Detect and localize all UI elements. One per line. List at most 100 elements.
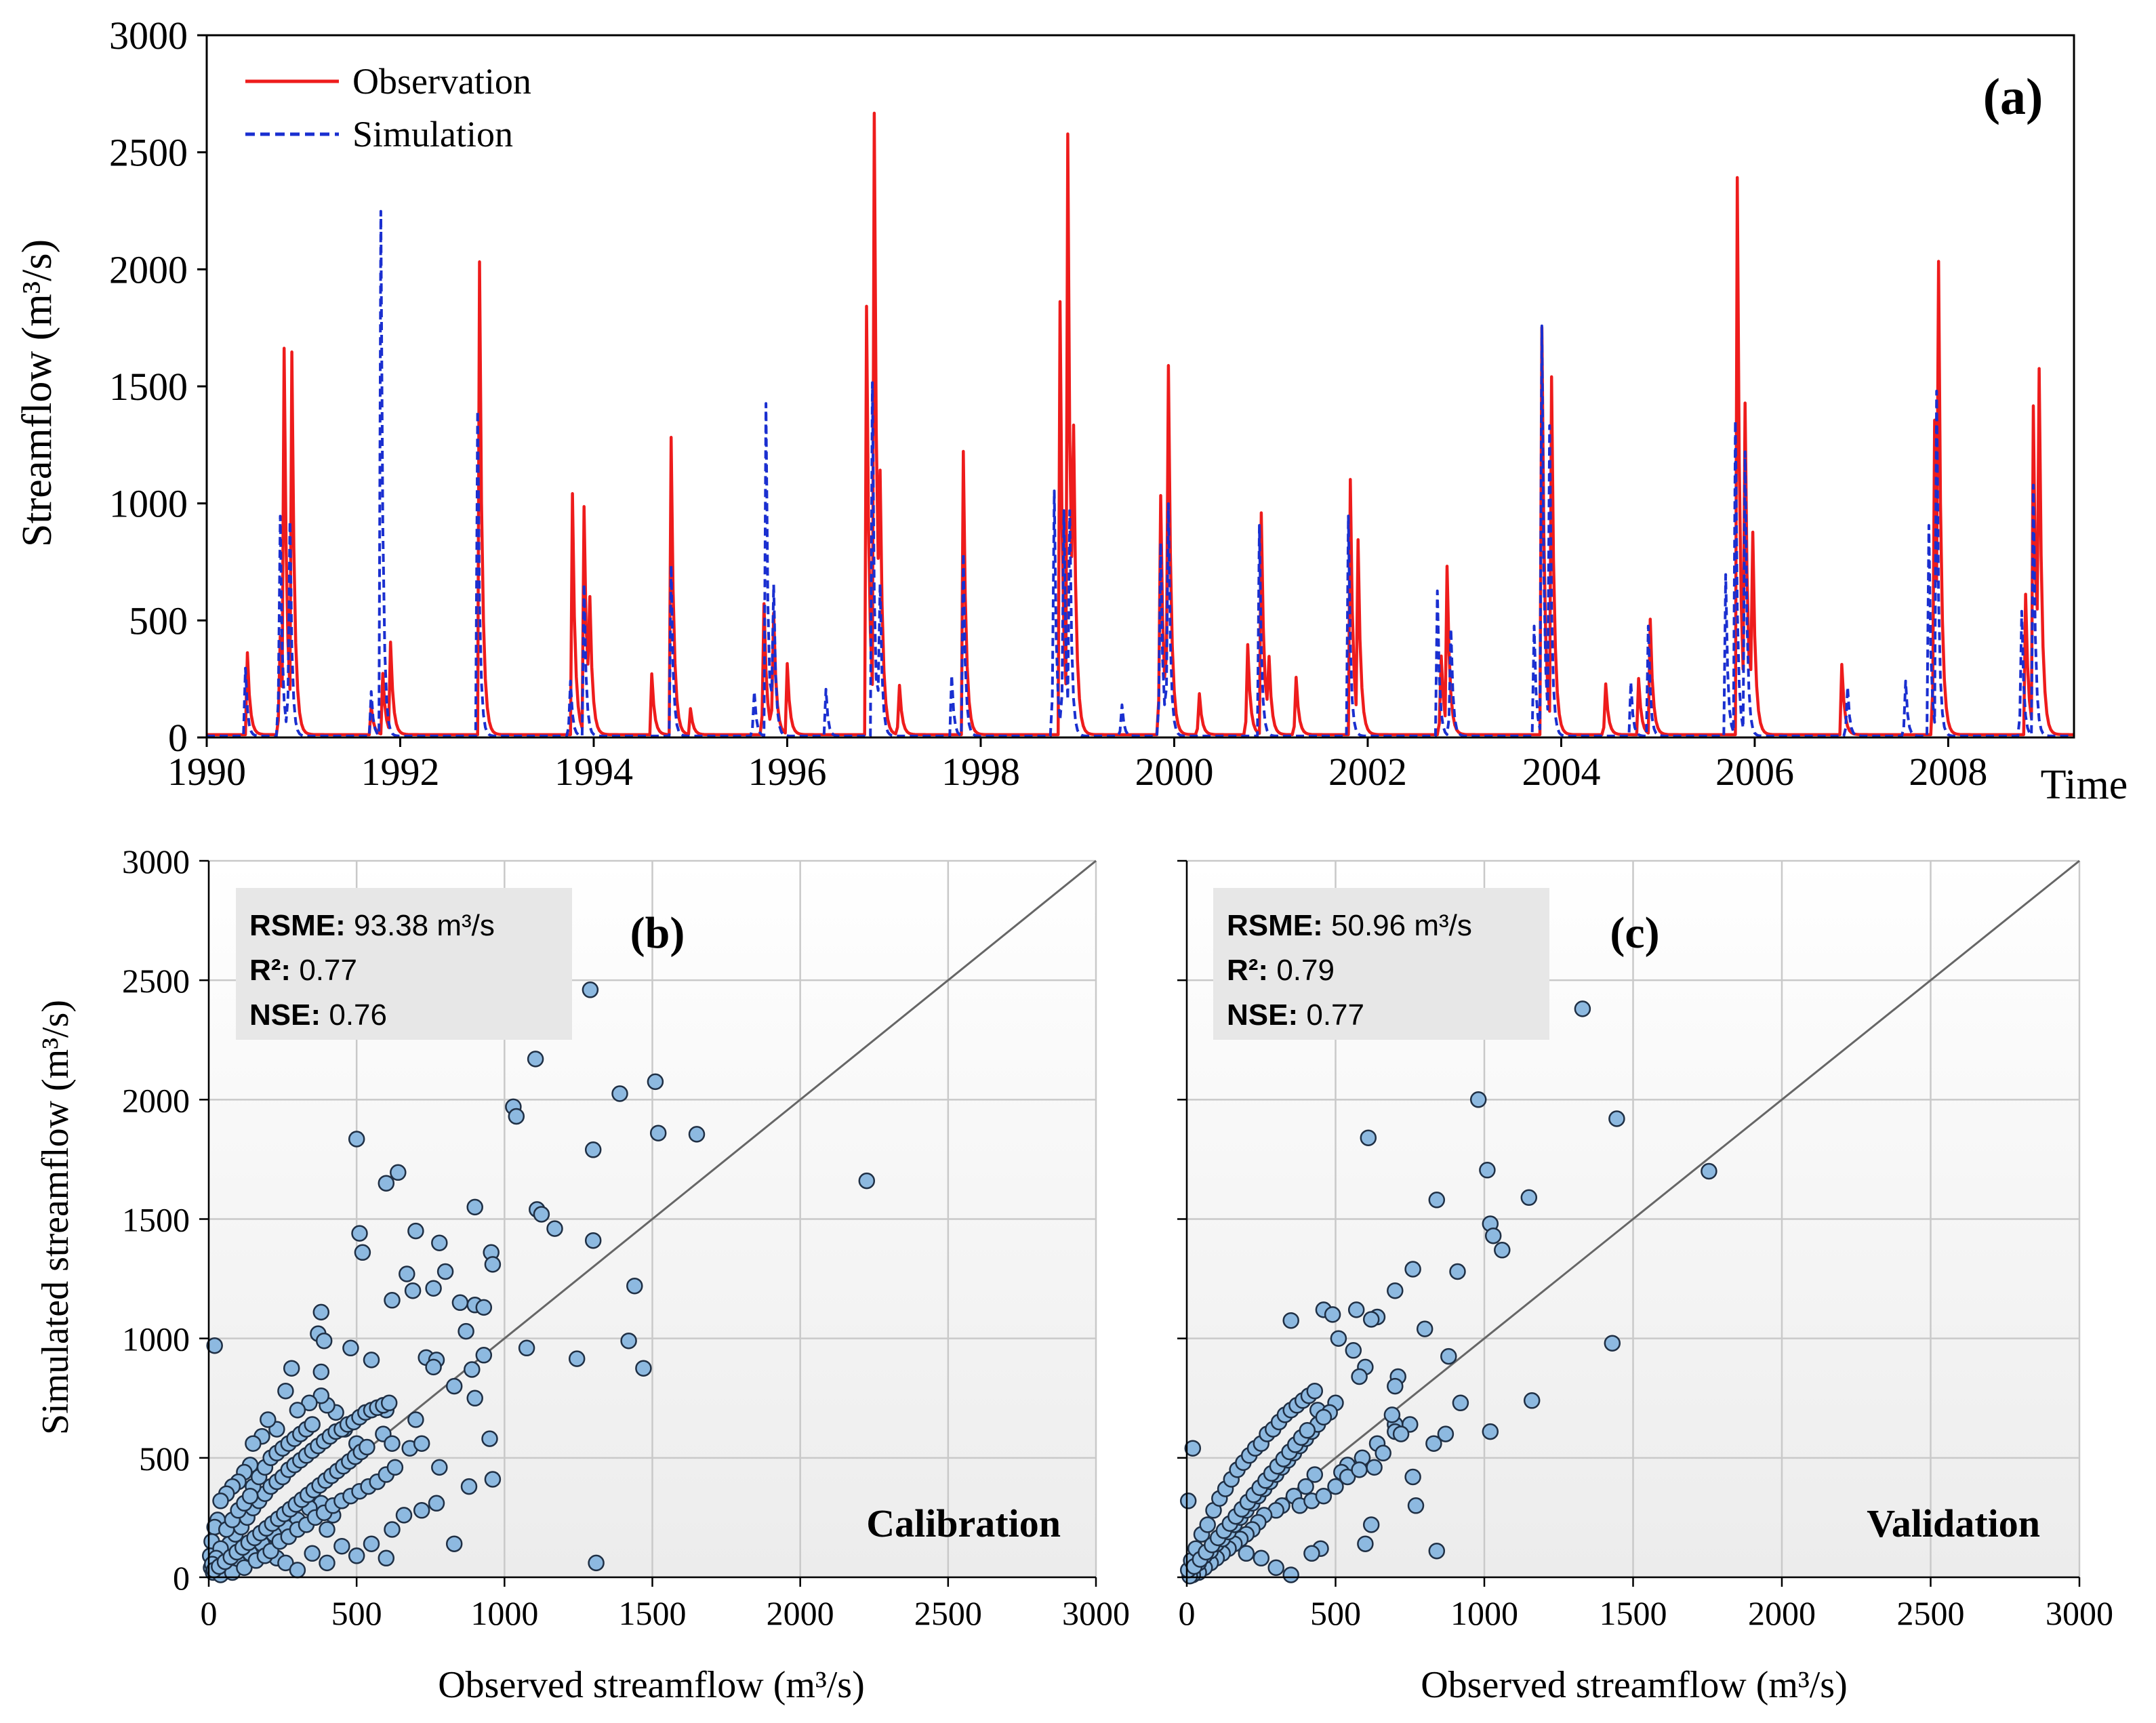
validation-x-tick-label: 0 xyxy=(1179,1594,1196,1632)
calibration-data-point xyxy=(304,1416,321,1433)
calibration-x-tick-label: 1000 xyxy=(470,1594,538,1632)
validation-data-point xyxy=(1604,1335,1621,1352)
calibration-data-point xyxy=(626,1277,643,1295)
validation-data-point xyxy=(1199,1516,1216,1533)
validation-data-point xyxy=(1303,1545,1320,1562)
validation-stat-label: R²: xyxy=(1227,954,1268,987)
validation-stat-1: R²: 0.79 xyxy=(1227,954,1335,987)
validation-x-tick-label: 1500 xyxy=(1600,1594,1667,1632)
validation-data-point xyxy=(1282,1566,1299,1583)
validation-data-point xyxy=(1299,1422,1316,1439)
calibration-data-point xyxy=(413,1502,430,1519)
calibration-period-label: Calibration xyxy=(866,1501,1061,1545)
validation-data-point xyxy=(1357,1535,1374,1552)
validation-data-point xyxy=(1184,1440,1202,1457)
y-tick-label: 1000 xyxy=(109,482,188,526)
validation-data-point xyxy=(1523,1392,1541,1409)
calibration-data-point xyxy=(475,1347,493,1364)
x-tick-label: 2006 xyxy=(1715,750,1794,794)
calibration-stat-value: 93.38 m³/s xyxy=(346,909,495,942)
calibration-data-point xyxy=(858,1172,876,1190)
calibration-data-point xyxy=(431,1234,448,1251)
validation-data-point xyxy=(1494,1242,1511,1259)
y-tick-label: 2500 xyxy=(109,131,188,175)
calibration-data-point xyxy=(649,1124,667,1141)
calibration-data-point xyxy=(348,1131,365,1148)
calibration-data-point xyxy=(546,1220,563,1237)
calibration-data-point xyxy=(457,1322,474,1340)
calibration-data-point xyxy=(354,1244,371,1261)
calibration-data-point xyxy=(475,1299,493,1316)
calibration-data-point xyxy=(431,1459,448,1476)
calibration-data-point xyxy=(584,1232,602,1249)
calibration-data-point xyxy=(277,1554,294,1572)
calibration-data-point xyxy=(527,1051,544,1068)
calibration-data-point xyxy=(212,1493,229,1509)
calibration-y-tick-label: 3000 xyxy=(122,843,190,880)
calibration-ylabel: Simulated streamflow (m³/s) xyxy=(35,1000,77,1435)
y-tick-label: 0 xyxy=(168,716,188,760)
calibration-data-point xyxy=(351,1225,368,1242)
calibration-data-point xyxy=(348,1547,365,1564)
validation-data-point xyxy=(1238,1545,1255,1562)
series-observation-line xyxy=(207,111,2074,737)
calibration-data-point xyxy=(568,1350,586,1367)
calibration-data-point xyxy=(451,1294,469,1312)
validation-data-point xyxy=(1484,1227,1502,1244)
validation-data-point xyxy=(1330,1330,1347,1347)
validation-data-point xyxy=(1362,1516,1380,1533)
time-series-panel: 1990 1992 1994 1996 1998 2000 2002 2004 2006 2008… xyxy=(14,14,2128,808)
validation-data-point xyxy=(1437,1425,1455,1442)
validation-data-point xyxy=(1347,1301,1365,1318)
calibration-y-tick-label: 1500 xyxy=(122,1201,190,1239)
calibration-data-point xyxy=(611,1085,628,1102)
calibration-data-point xyxy=(635,1360,652,1377)
calibration-y-tick-label: 0 xyxy=(173,1559,190,1597)
legend-observation-label: Observation xyxy=(352,61,531,102)
calibration-data-point xyxy=(395,1507,413,1524)
x-tick-label: 2000 xyxy=(1135,750,1213,794)
legend: Observation Simulation xyxy=(245,61,531,155)
validation-data-point xyxy=(1282,1312,1299,1329)
calibration-data-point xyxy=(260,1411,277,1428)
calibration-data-point xyxy=(404,1282,422,1299)
calibration-data-point xyxy=(588,1554,605,1572)
validation-data-point xyxy=(1404,1261,1421,1278)
validation-data-point xyxy=(1339,1468,1356,1486)
validation-data-point xyxy=(1392,1425,1410,1442)
calibration-x-tick-label: 0 xyxy=(201,1594,218,1632)
validation-data-point xyxy=(1345,1342,1362,1359)
validation-stat-label: NSE: xyxy=(1227,998,1298,1032)
validation-data-point xyxy=(1407,1497,1425,1514)
calibration-data-point xyxy=(533,1206,550,1223)
calibration-data-point xyxy=(333,1537,350,1555)
series-simulation-line xyxy=(207,209,2074,737)
calibration-stat-2: NSE: 0.76 xyxy=(249,998,387,1032)
calibration-data-point xyxy=(466,1390,483,1407)
calibration-y-tick-label: 2000 xyxy=(122,1081,190,1119)
calibration-x-tick-label: 1500 xyxy=(619,1594,687,1632)
calibration-data-point xyxy=(386,1459,404,1476)
calibration-y-tick-label: 1000 xyxy=(122,1320,190,1358)
validation-data-point xyxy=(1574,1000,1591,1017)
calibration-data-point xyxy=(378,1549,395,1567)
validation-data-point xyxy=(1383,1406,1401,1423)
validation-data-point xyxy=(1387,1377,1404,1395)
calibration-data-point xyxy=(236,1559,253,1577)
validation-xlabel: Observed streamflow (m³/s) xyxy=(1421,1664,1848,1706)
validation-data-point xyxy=(1315,1408,1333,1426)
calibration-x-tick-label: 3000 xyxy=(1062,1594,1130,1632)
validation-stat-0: RSME: 50.96 m³/s xyxy=(1227,909,1472,942)
calibration-stat-value: 0.76 xyxy=(321,998,387,1032)
calibration-data-point xyxy=(481,1430,498,1447)
validation-data-point xyxy=(1520,1189,1538,1207)
y-tick-label: 500 xyxy=(129,599,188,643)
calibration-y-tick-label: 500 xyxy=(139,1440,190,1478)
validation-data-point xyxy=(1253,1549,1270,1567)
calibration-data-point xyxy=(283,1360,300,1377)
calibration-data-point xyxy=(508,1108,525,1125)
calibration-data-point xyxy=(425,1358,442,1376)
calibration-data-point xyxy=(466,1198,483,1216)
validation-x-tick-label: 500 xyxy=(1310,1594,1361,1632)
